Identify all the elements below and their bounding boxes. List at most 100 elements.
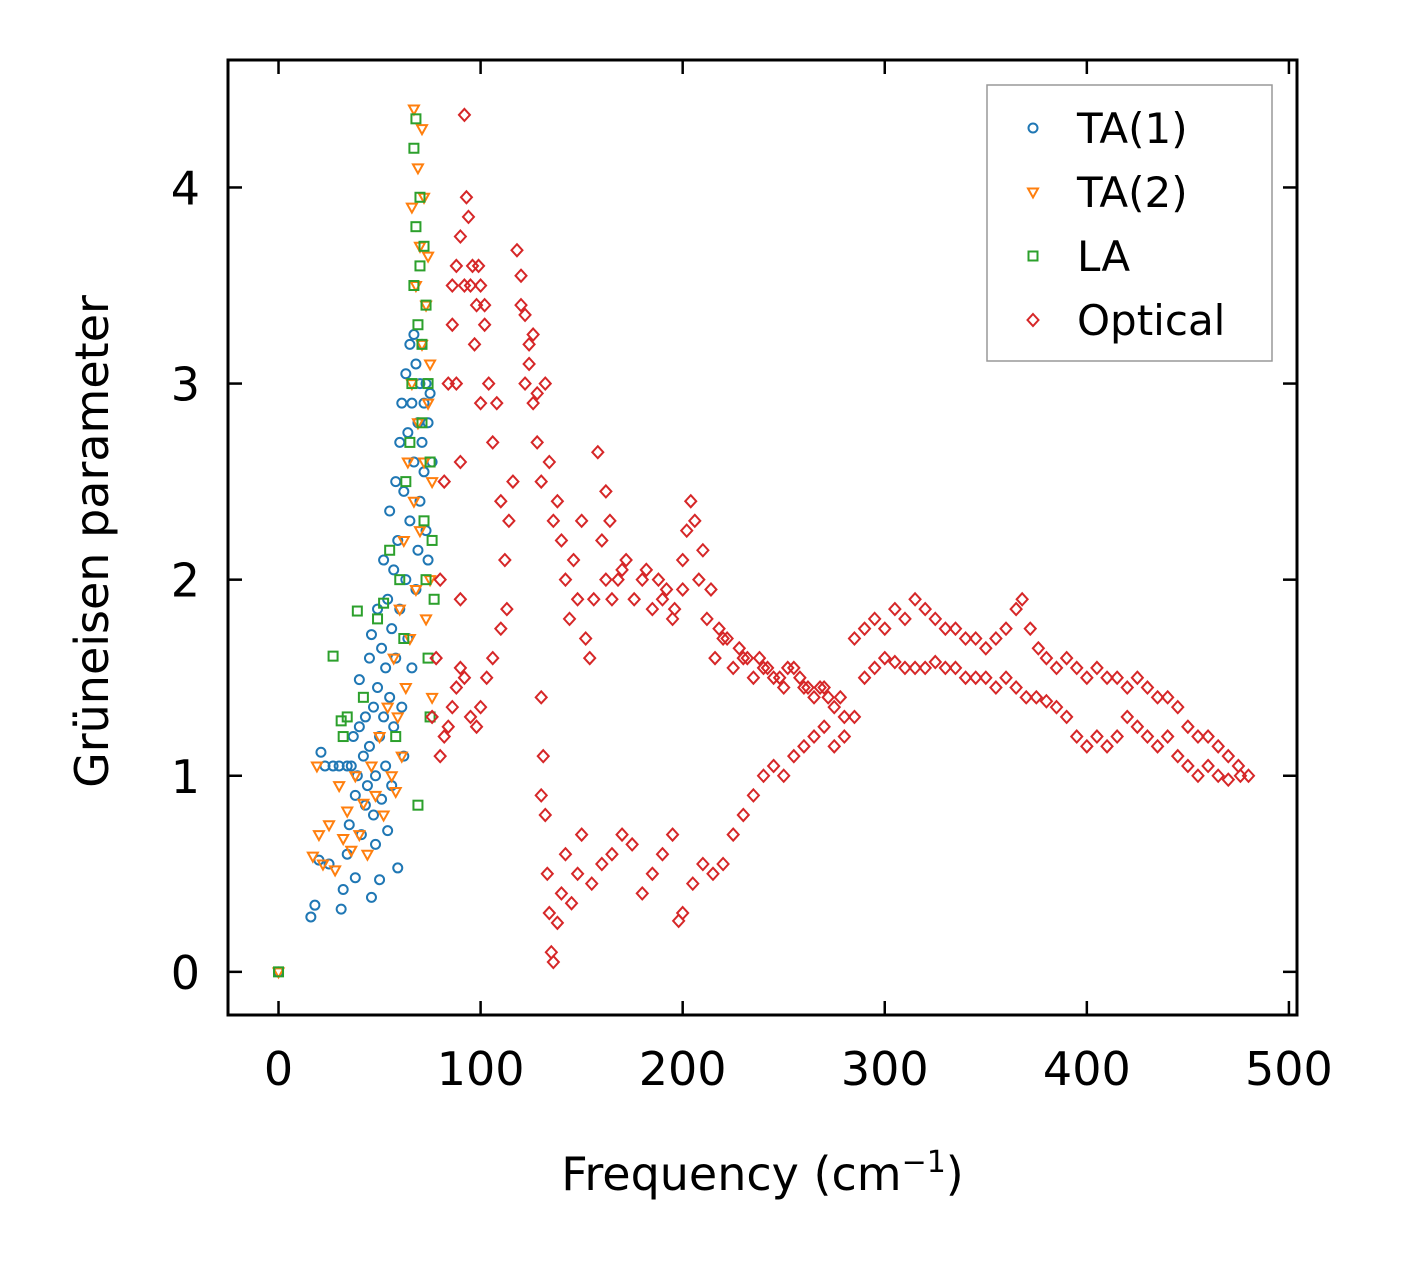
data-point — [390, 476, 402, 488]
data-point — [437, 474, 452, 490]
data-point — [365, 891, 377, 903]
data-point — [817, 680, 831, 695]
data-point — [445, 317, 460, 333]
series-optical — [425, 107, 1256, 970]
data-point — [419, 614, 433, 627]
data-point — [380, 662, 392, 674]
data-point — [651, 572, 666, 588]
data-point — [421, 398, 435, 411]
data-point — [380, 702, 395, 715]
data-point — [807, 729, 821, 745]
data-point — [544, 944, 559, 960]
data-point — [665, 827, 680, 843]
data-point — [696, 542, 710, 558]
data-point — [665, 611, 680, 627]
legend-marker — [1027, 122, 1039, 134]
legend-marker — [1026, 187, 1040, 200]
data-point — [357, 691, 369, 703]
data-point — [736, 807, 751, 823]
data-point — [837, 709, 852, 725]
data-point — [518, 307, 532, 323]
data-point — [409, 584, 423, 598]
data-point — [437, 729, 452, 745]
data-point — [449, 680, 464, 695]
data-point — [566, 552, 581, 568]
legend: TA(1) TA(2) LA Optical — [986, 84, 1273, 362]
data-point — [847, 709, 862, 725]
data-point — [645, 601, 660, 617]
data-point — [412, 319, 424, 331]
data-point — [534, 787, 549, 803]
data-point — [390, 731, 402, 743]
data-point — [1039, 650, 1054, 666]
data-point — [406, 662, 418, 674]
data-point — [1009, 680, 1023, 695]
data-point — [1140, 680, 1155, 695]
data-point — [312, 830, 326, 843]
data-point — [489, 395, 504, 411]
data-point — [422, 554, 434, 566]
data-point — [410, 113, 422, 125]
data-point — [1079, 738, 1094, 754]
data-point — [1090, 660, 1104, 676]
data-point — [605, 846, 619, 862]
data-point — [404, 338, 416, 350]
data-point — [422, 378, 434, 390]
data-point — [1120, 709, 1135, 725]
data-point — [493, 621, 508, 637]
legend-marker — [1026, 312, 1040, 328]
data-point — [542, 905, 557, 921]
data-point — [639, 562, 654, 578]
data-point — [978, 640, 993, 656]
x-tick-label: 0 — [264, 1042, 293, 1096]
data-point — [611, 572, 625, 588]
data-point — [370, 770, 382, 782]
data-point — [360, 849, 375, 862]
data-point — [332, 781, 346, 794]
data-point — [382, 825, 394, 837]
data-point — [425, 709, 439, 725]
data-point — [857, 621, 872, 637]
legend-marker — [1027, 250, 1039, 262]
data-point — [574, 827, 589, 843]
data-point — [395, 751, 409, 764]
data-point — [372, 613, 384, 625]
data-point — [457, 670, 472, 686]
x-tick-label: 300 — [841, 1042, 929, 1096]
data-point — [461, 209, 476, 225]
data-point — [1140, 729, 1155, 745]
data-point — [558, 846, 573, 862]
data-point — [398, 632, 410, 644]
data-point — [590, 444, 605, 460]
data-point — [400, 574, 412, 586]
data-point — [536, 748, 551, 764]
data-point — [315, 746, 327, 758]
data-point — [586, 591, 601, 607]
data-point — [1049, 699, 1064, 715]
data-point — [1160, 689, 1175, 705]
data-point — [1130, 719, 1145, 735]
data-point — [574, 513, 589, 529]
data-point — [867, 611, 882, 627]
legend-label: TA(1) — [1076, 104, 1188, 153]
data-point — [422, 417, 434, 429]
data-point — [408, 329, 420, 341]
data-point — [445, 278, 460, 293]
data-point — [353, 674, 365, 686]
data-point — [404, 515, 416, 527]
data-point — [401, 457, 415, 470]
data-point — [429, 650, 443, 666]
data-point — [685, 876, 700, 892]
data-point — [394, 436, 406, 448]
data-point — [534, 689, 549, 705]
data-point — [619, 552, 633, 568]
data-point — [706, 866, 720, 882]
data-point — [340, 806, 354, 819]
data-point — [776, 768, 791, 784]
data-point — [635, 885, 650, 901]
data-point — [726, 660, 741, 676]
data-point — [457, 107, 472, 123]
data-point — [807, 689, 821, 705]
data-point — [867, 660, 882, 676]
data-point — [1160, 729, 1175, 745]
